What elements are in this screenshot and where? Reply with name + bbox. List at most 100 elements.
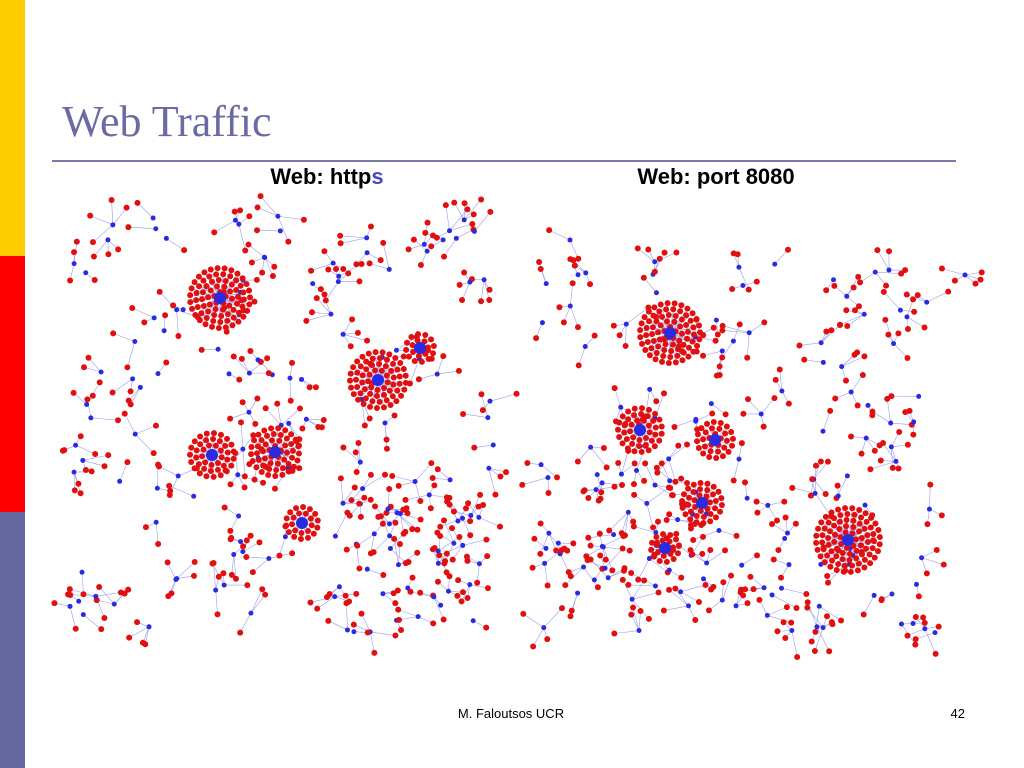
node bbox=[378, 367, 385, 374]
node bbox=[115, 417, 122, 424]
node bbox=[192, 312, 199, 319]
node bbox=[876, 541, 883, 548]
node bbox=[690, 331, 697, 338]
node bbox=[289, 550, 296, 557]
node bbox=[234, 293, 241, 300]
edge bbox=[176, 309, 179, 337]
node bbox=[364, 337, 371, 344]
node bbox=[221, 265, 228, 272]
node bbox=[621, 429, 628, 436]
node bbox=[389, 472, 396, 479]
edge bbox=[891, 446, 899, 469]
node bbox=[289, 359, 296, 366]
node bbox=[388, 367, 395, 374]
node bbox=[217, 431, 224, 438]
node bbox=[232, 217, 238, 223]
node bbox=[634, 468, 640, 474]
node bbox=[213, 271, 220, 278]
node bbox=[685, 485, 692, 492]
node bbox=[71, 249, 78, 256]
edge bbox=[822, 410, 831, 432]
node bbox=[932, 650, 939, 657]
node bbox=[234, 270, 241, 277]
node bbox=[328, 311, 334, 317]
node bbox=[134, 619, 141, 626]
node bbox=[215, 459, 222, 466]
node bbox=[737, 589, 744, 596]
edge bbox=[310, 596, 335, 603]
node bbox=[297, 405, 304, 412]
node bbox=[372, 503, 379, 510]
node bbox=[650, 524, 657, 531]
node bbox=[447, 477, 453, 483]
node bbox=[350, 621, 357, 628]
edge bbox=[850, 374, 864, 393]
node bbox=[869, 412, 876, 419]
node bbox=[618, 530, 625, 537]
edge bbox=[213, 562, 216, 591]
node bbox=[244, 307, 251, 314]
node bbox=[920, 614, 927, 621]
node bbox=[623, 436, 630, 443]
node bbox=[619, 440, 626, 447]
node bbox=[760, 423, 767, 430]
node bbox=[96, 379, 103, 386]
node bbox=[93, 593, 99, 599]
node bbox=[139, 639, 146, 646]
node bbox=[375, 513, 382, 520]
node bbox=[872, 520, 879, 527]
node bbox=[357, 363, 364, 370]
edge bbox=[155, 522, 159, 545]
node bbox=[391, 535, 398, 542]
node bbox=[449, 556, 456, 563]
edge bbox=[276, 403, 282, 426]
node bbox=[240, 313, 247, 320]
node bbox=[195, 273, 202, 280]
edge bbox=[638, 610, 641, 631]
node bbox=[220, 462, 227, 469]
node bbox=[300, 216, 307, 223]
node bbox=[358, 610, 365, 617]
node bbox=[718, 495, 725, 502]
edge bbox=[288, 423, 300, 440]
node bbox=[361, 386, 368, 393]
node bbox=[434, 529, 441, 536]
node bbox=[210, 436, 217, 443]
node bbox=[349, 316, 356, 323]
node bbox=[296, 517, 308, 529]
node bbox=[839, 549, 846, 556]
node bbox=[141, 319, 148, 326]
edge bbox=[325, 281, 339, 301]
node bbox=[644, 500, 650, 506]
node bbox=[644, 339, 651, 346]
edge bbox=[633, 526, 656, 533]
node bbox=[675, 517, 681, 523]
node bbox=[377, 257, 384, 264]
node bbox=[631, 491, 638, 498]
node bbox=[221, 582, 227, 588]
node bbox=[265, 370, 272, 377]
node bbox=[744, 600, 751, 607]
node bbox=[758, 411, 764, 417]
node bbox=[266, 555, 272, 561]
node bbox=[365, 378, 372, 385]
node bbox=[718, 502, 725, 509]
node bbox=[207, 287, 214, 294]
node bbox=[475, 503, 482, 510]
node bbox=[619, 413, 626, 420]
node bbox=[895, 330, 902, 337]
edge bbox=[532, 627, 545, 647]
node bbox=[678, 589, 684, 595]
node bbox=[707, 547, 714, 554]
node bbox=[206, 273, 213, 280]
node bbox=[700, 436, 707, 443]
node bbox=[910, 431, 917, 438]
node bbox=[951, 277, 958, 284]
node bbox=[850, 517, 857, 524]
node bbox=[248, 610, 254, 616]
node bbox=[691, 497, 698, 504]
edge bbox=[361, 613, 371, 633]
node bbox=[581, 564, 587, 570]
node bbox=[398, 392, 405, 399]
node bbox=[721, 444, 728, 451]
